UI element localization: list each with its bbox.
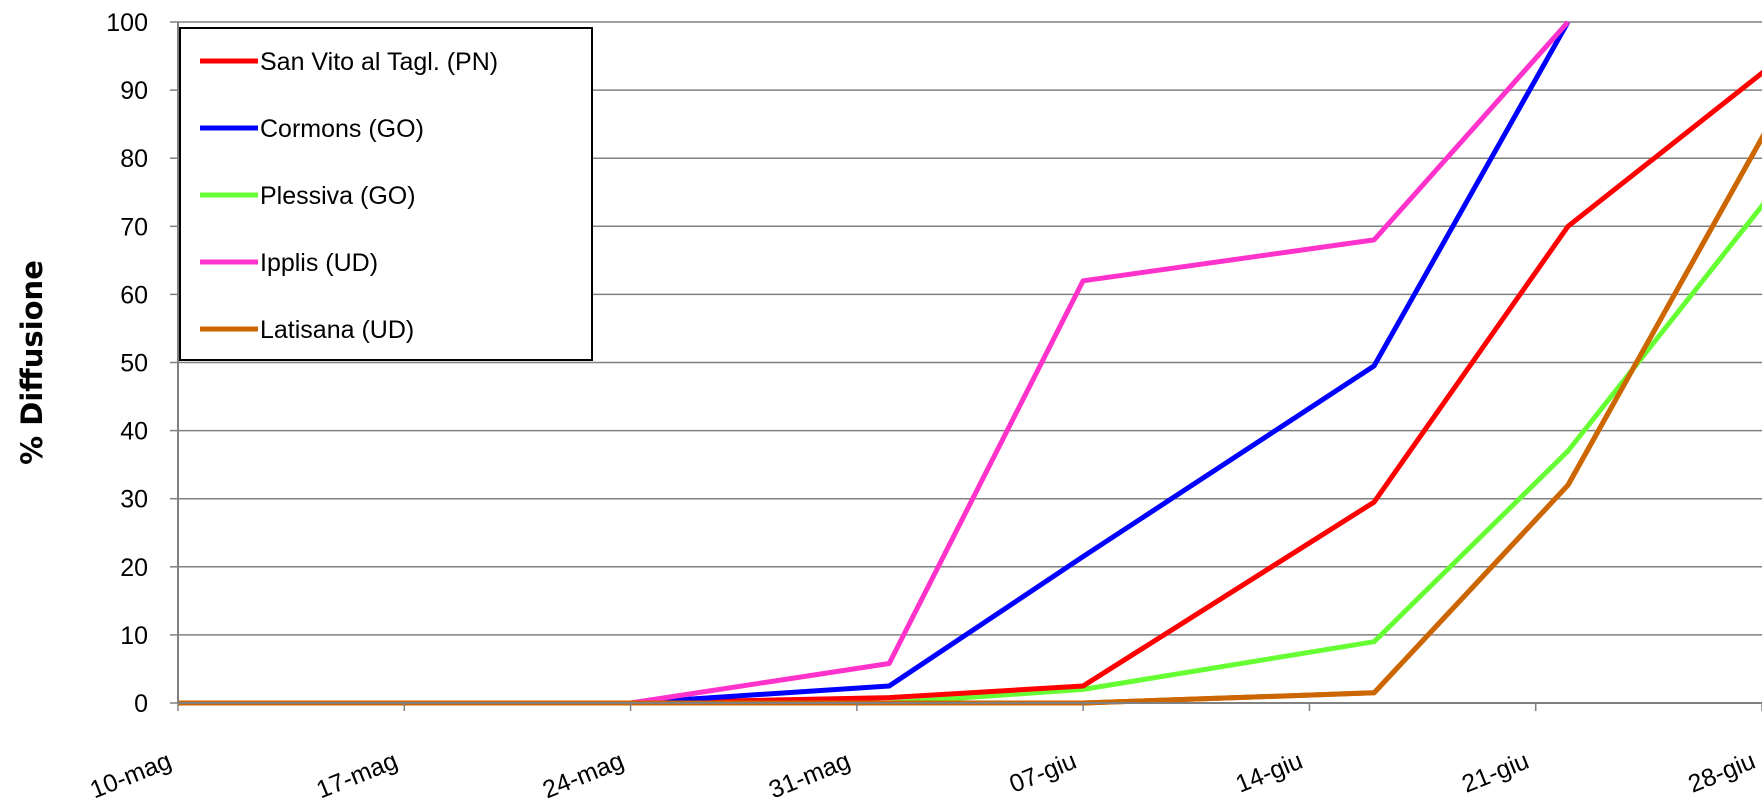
y-tick-label: 30 <box>120 486 148 514</box>
y-tick-label: 50 <box>120 350 148 378</box>
legend-label: Latisana (UD) <box>260 316 414 344</box>
x-tick-label: 24-mag <box>539 747 628 805</box>
x-tick-label: 21-giu <box>1458 747 1533 799</box>
legend: San Vito al Tagl. (PN) Cormons (GO) Plessi… <box>179 27 593 361</box>
legend-label: Cormons (GO) <box>260 115 424 143</box>
y-tick-label: 70 <box>120 213 148 241</box>
y-tick-label: 90 <box>120 77 148 105</box>
x-tick-labels: 10-mag 17-mag 24-mag 31-mag 07-giu 14-giu 21-g… <box>86 703 1762 804</box>
y-tick-labels: 0 10 20 30 40 50 60 70 80 90 100 <box>106 9 178 718</box>
y-tick-label: 20 <box>120 554 148 582</box>
y-tick-label: 100 <box>106 9 148 37</box>
x-tick-label: 17-mag <box>312 747 401 805</box>
y-tick-label: 60 <box>120 281 148 309</box>
y-tick-label: 10 <box>120 622 148 650</box>
legend-label: Plessiva (GO) <box>260 182 416 210</box>
x-tick-label: 10-mag <box>86 747 175 805</box>
x-tick-label: 31-mag <box>765 747 854 805</box>
legend-label: San Vito al Tagl. (PN) <box>260 48 498 76</box>
x-tick-label: 14-giu <box>1232 747 1307 799</box>
y-tick-label: 40 <box>120 418 148 446</box>
x-tick-label: 28-giu <box>1684 747 1759 799</box>
y-tick-label: 80 <box>120 145 148 173</box>
x-tick-label: 07-giu <box>1005 747 1080 799</box>
y-axis-label: % Diffusione <box>15 260 49 465</box>
y-tick-label: 0 <box>134 690 148 718</box>
legend-label: Ipplis (UD) <box>260 249 378 277</box>
